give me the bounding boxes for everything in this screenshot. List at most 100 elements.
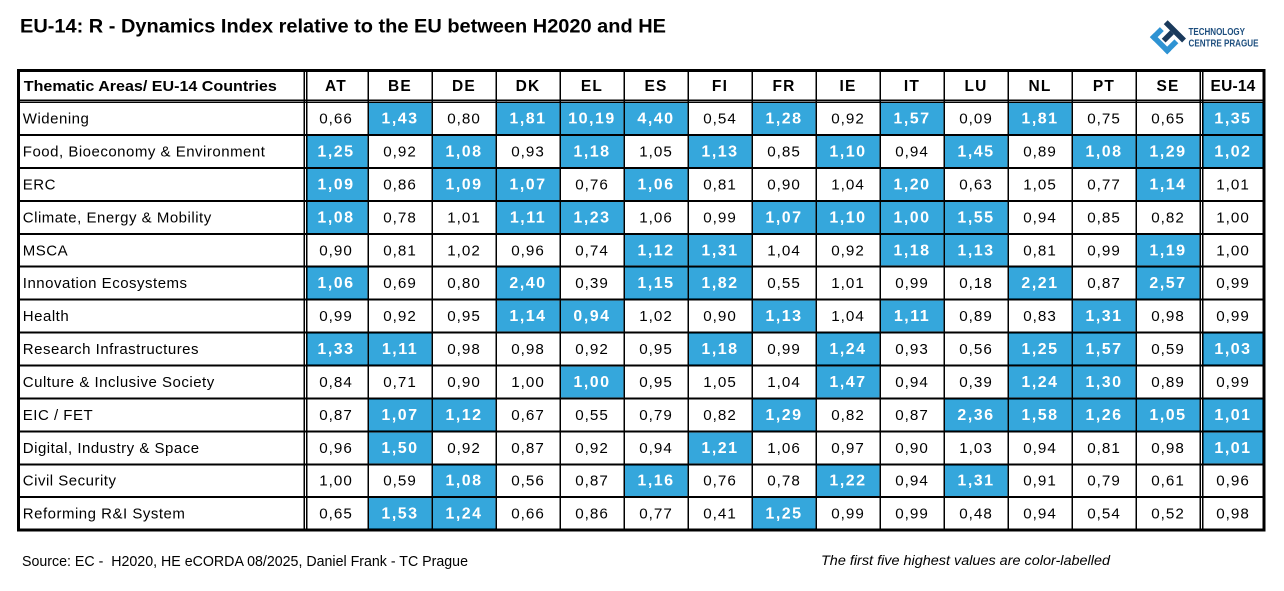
svg-text:1,43: 1,43	[381, 111, 418, 128]
svg-text:1,00: 1,00	[573, 374, 610, 391]
svg-text:1,04: 1,04	[767, 374, 801, 391]
svg-text:ERC: ERC	[23, 176, 56, 193]
svg-text:0,78: 0,78	[383, 209, 417, 226]
svg-text:0,94: 0,94	[1023, 506, 1057, 523]
svg-text:0,54: 0,54	[703, 111, 737, 128]
svg-text:1,15: 1,15	[637, 275, 674, 292]
svg-text:0,66: 0,66	[319, 111, 353, 128]
svg-text:AT: AT	[325, 78, 347, 95]
svg-text:0,76: 0,76	[703, 473, 737, 490]
svg-text:0,48: 0,48	[959, 506, 993, 523]
svg-text:0,77: 0,77	[639, 506, 673, 523]
svg-text:1,10: 1,10	[829, 209, 866, 226]
svg-text:10,19: 10,19	[568, 111, 616, 128]
svg-text:Digital, Industry & Space: Digital, Industry & Space	[23, 440, 200, 457]
svg-text:1,29: 1,29	[1149, 143, 1186, 160]
svg-text:0,99: 0,99	[895, 275, 929, 292]
svg-text:0,65: 0,65	[1151, 111, 1185, 128]
svg-text:0,92: 0,92	[831, 111, 865, 128]
svg-text:1,11: 1,11	[382, 341, 418, 358]
svg-text:IT: IT	[904, 78, 920, 95]
svg-text:0,99: 0,99	[1216, 308, 1250, 325]
svg-text:1,45: 1,45	[957, 143, 994, 160]
svg-text:1,13: 1,13	[701, 143, 738, 160]
svg-text:Thematic Areas/ EU-14 Countrie: Thematic Areas/ EU-14 Countries	[24, 78, 277, 95]
svg-text:Source: EC - H2020, HE eCORDA: Source: EC - H2020, HE eCORDA 08/2025, D…	[22, 553, 468, 570]
svg-text:0,87: 0,87	[1087, 275, 1121, 292]
svg-text:1,24: 1,24	[1021, 374, 1058, 391]
svg-text:0,89: 0,89	[959, 308, 993, 325]
svg-text:0,59: 0,59	[1151, 341, 1185, 358]
svg-text:Widening: Widening	[23, 111, 90, 128]
svg-text:1,10: 1,10	[829, 143, 866, 160]
svg-text:1,06: 1,06	[637, 176, 674, 193]
svg-text:1,02: 1,02	[447, 242, 481, 259]
svg-text:1,21: 1,21	[701, 440, 738, 457]
svg-text:0,90: 0,90	[895, 440, 929, 457]
svg-text:0,65: 0,65	[319, 506, 353, 523]
svg-text:1,06: 1,06	[767, 440, 801, 457]
svg-text:0,69: 0,69	[383, 275, 417, 292]
svg-text:4,40: 4,40	[637, 111, 674, 128]
svg-text:0,85: 0,85	[1087, 209, 1121, 226]
svg-text:1,05: 1,05	[1149, 407, 1186, 424]
svg-text:0,87: 0,87	[895, 407, 929, 424]
svg-text:0,99: 0,99	[831, 506, 865, 523]
svg-text:1,53: 1,53	[381, 506, 418, 523]
svg-text:1,23: 1,23	[573, 209, 610, 226]
svg-text:1,00: 1,00	[1216, 242, 1250, 259]
svg-text:0,94: 0,94	[895, 473, 929, 490]
svg-text:EIC / FET: EIC / FET	[23, 407, 93, 424]
svg-text:0,98: 0,98	[1151, 440, 1185, 457]
svg-text:1,22: 1,22	[829, 473, 866, 490]
svg-text:1,07: 1,07	[381, 407, 418, 424]
svg-text:1,09: 1,09	[445, 176, 482, 193]
svg-text:0,80: 0,80	[447, 275, 481, 292]
svg-text:1,30: 1,30	[1085, 374, 1122, 391]
svg-text:1,06: 1,06	[639, 209, 673, 226]
svg-text:1,26: 1,26	[1085, 407, 1122, 424]
svg-text:1,01: 1,01	[1214, 440, 1251, 457]
svg-text:1,47: 1,47	[829, 374, 866, 391]
svg-text:1,14: 1,14	[1149, 176, 1186, 193]
svg-text:1,50: 1,50	[381, 440, 418, 457]
svg-text:1,00: 1,00	[1216, 209, 1250, 226]
svg-text:0,96: 0,96	[511, 242, 545, 259]
svg-text:BE: BE	[388, 78, 412, 95]
svg-text:1,08: 1,08	[445, 473, 482, 490]
svg-text:0,55: 0,55	[767, 275, 801, 292]
svg-text:2,21: 2,21	[1021, 275, 1058, 292]
svg-text:0,93: 0,93	[895, 341, 929, 358]
svg-text:0,39: 0,39	[575, 275, 609, 292]
svg-text:0,90: 0,90	[703, 308, 737, 325]
svg-text:0,89: 0,89	[1151, 374, 1185, 391]
svg-text:0,94: 0,94	[895, 374, 929, 391]
svg-text:NL: NL	[1028, 78, 1051, 95]
svg-text:ES: ES	[644, 78, 667, 95]
svg-text:1,82: 1,82	[701, 275, 738, 292]
svg-text:0,87: 0,87	[511, 440, 545, 457]
svg-text:MSCA: MSCA	[23, 242, 68, 259]
svg-text:1,03: 1,03	[1214, 341, 1251, 358]
svg-text:1,13: 1,13	[765, 308, 802, 325]
svg-text:0,82: 0,82	[831, 407, 865, 424]
svg-text:2,36: 2,36	[957, 407, 994, 424]
svg-text:0,66: 0,66	[511, 506, 545, 523]
svg-text:0,94: 0,94	[573, 308, 610, 325]
svg-text:EU-14: R - Dynamics Index rela: EU-14: R - Dynamics Index relative to th…	[20, 16, 666, 38]
svg-text:1,11: 1,11	[894, 308, 930, 325]
svg-text:EL: EL	[581, 78, 603, 95]
svg-text:0,54: 0,54	[1087, 506, 1121, 523]
svg-text:Climate, Energy & Mobility: Climate, Energy & Mobility	[23, 209, 212, 226]
svg-text:0,89: 0,89	[1023, 143, 1057, 160]
svg-text:PT: PT	[1093, 78, 1115, 95]
svg-text:1,81: 1,81	[509, 111, 546, 128]
svg-text:0,59: 0,59	[383, 473, 417, 490]
svg-text:0,96: 0,96	[1216, 473, 1250, 490]
svg-text:0,94: 0,94	[1023, 209, 1057, 226]
svg-text:0,82: 0,82	[1151, 209, 1185, 226]
svg-text:0,41: 0,41	[703, 506, 737, 523]
svg-text:SE: SE	[1156, 78, 1179, 95]
svg-text:0,71: 0,71	[383, 374, 417, 391]
svg-text:0,99: 0,99	[1216, 374, 1250, 391]
